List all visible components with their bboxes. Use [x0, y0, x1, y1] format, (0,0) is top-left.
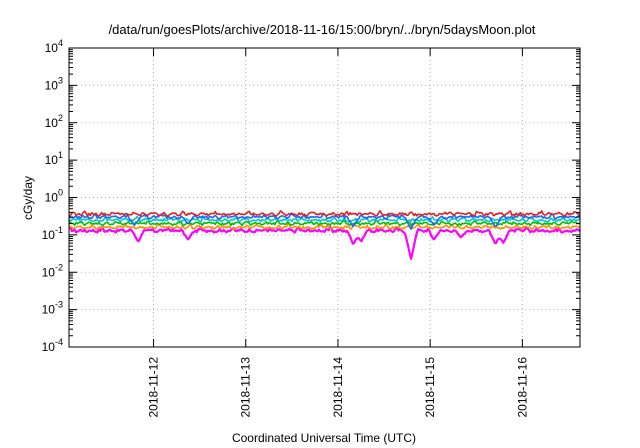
series-line	[68, 219, 581, 227]
x-tick-label: 2018-11-15	[423, 357, 437, 418]
y-tick-label: 10-4	[42, 337, 63, 354]
x-tick-label: 2018-11-14	[331, 357, 345, 418]
grid-lines	[69, 48, 580, 347]
y-tick-label: 102	[45, 113, 63, 130]
axis-ticks	[69, 47, 580, 348]
x-axis-label: Coordinated Universal Time (UTC)	[232, 431, 416, 445]
y-tick-labels: 10-4 10-3 10-2 10-1 100 101 102 103 104	[42, 38, 63, 354]
y-tick-label: 10-2	[42, 262, 63, 279]
series-line	[68, 226, 581, 260]
y-tick-label: 10-3	[42, 300, 63, 317]
y-tick-label: 101	[45, 150, 63, 167]
chart-title: /data/run/goesPlots/archive/2018-11-16/1…	[109, 22, 536, 37]
x-tick-label: 2018-11-12	[147, 357, 161, 418]
y-tick-label: 10-1	[42, 225, 63, 242]
y-tick-label: 100	[45, 188, 63, 205]
series-group	[68, 210, 581, 260]
y-axis-label: cGy/day	[21, 176, 35, 220]
series-line	[68, 210, 581, 217]
x-tick-label: 2018-11-13	[239, 357, 253, 418]
y-tick-label: 103	[45, 75, 63, 92]
series-line	[68, 215, 581, 223]
series-line	[68, 223, 581, 231]
x-tick-label: 2018-11-16	[515, 357, 529, 418]
x-tick-labels: 2018-11-12 2018-11-13 2018-11-14 2018-11-15…	[147, 357, 530, 418]
y-tick-label: 104	[45, 38, 63, 55]
